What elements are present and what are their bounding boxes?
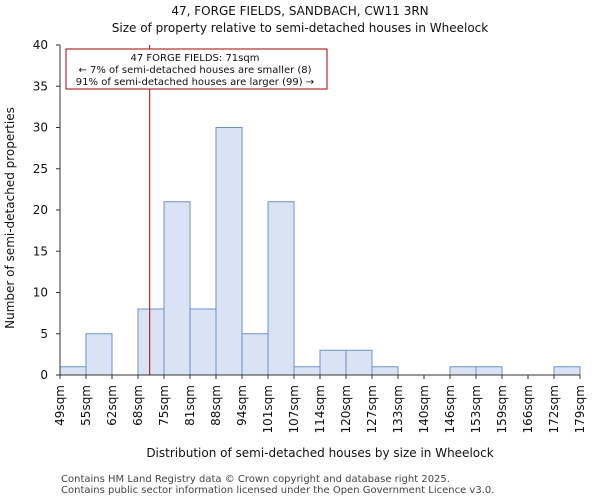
x-tick-label-127sqm: 127sqm xyxy=(365,385,379,433)
x-tick-label-107sqm: 107sqm xyxy=(287,385,301,433)
x-tick-label-179sqm: 179sqm xyxy=(573,385,587,433)
bar-68sqm xyxy=(137,308,165,376)
bar-75sqm xyxy=(163,201,191,376)
bar-94sqm xyxy=(241,333,269,376)
bar-107sqm xyxy=(293,366,321,376)
bar-114sqm xyxy=(319,349,347,376)
annotation-line-2: ← 7% of semi-detached houses are smaller… xyxy=(78,65,311,76)
y-tick-label-25: 25 xyxy=(33,162,48,176)
footer-credit-1: Contains HM Land Registry data © Crown c… xyxy=(61,474,450,485)
x-tick-label-153sqm: 153sqm xyxy=(469,385,483,433)
y-tick-label-20: 20 xyxy=(33,203,48,217)
bar-127sqm xyxy=(371,366,399,376)
x-tick-label-49sqm: 49sqm xyxy=(53,385,67,426)
x-tick-label-146sqm: 146sqm xyxy=(443,385,457,433)
x-tick-label-55sqm: 55sqm xyxy=(79,385,93,426)
bar-88sqm xyxy=(215,127,243,376)
annotation-box xyxy=(65,48,328,90)
x-tick-label-133sqm: 133sqm xyxy=(391,385,405,433)
chart-subtitle: Size of property relative to semi-detach… xyxy=(112,21,489,35)
y-tick-label-15: 15 xyxy=(33,244,48,258)
x-tick-label-114sqm: 114sqm xyxy=(313,385,327,433)
y-tick-label-0: 0 xyxy=(40,368,48,382)
x-tick-label-101sqm: 101sqm xyxy=(261,385,275,433)
x-tick-label-68sqm: 68sqm xyxy=(131,385,145,426)
annotation-line-3: 91% of semi-detached houses are larger (… xyxy=(76,77,314,88)
chart-title: 47, FORGE FIELDS, SANDBACH, CW11 3RN xyxy=(171,4,428,18)
bar-120sqm xyxy=(345,349,373,376)
bar-146sqm xyxy=(449,366,477,376)
x-tick-label-159sqm: 159sqm xyxy=(495,385,509,433)
bar-172sqm xyxy=(553,366,581,376)
y-axis-label: Number of semi-detached properties xyxy=(3,107,17,329)
x-tick-label-75sqm: 75sqm xyxy=(157,385,171,426)
x-tick-label-166sqm: 166sqm xyxy=(521,385,535,433)
bar-55sqm xyxy=(85,333,113,376)
x-tick-label-172sqm: 172sqm xyxy=(547,385,561,433)
x-tick-label-62sqm: 62sqm xyxy=(105,385,119,426)
bar-49sqm xyxy=(59,366,87,376)
x-tick-label-88sqm: 88sqm xyxy=(209,385,223,426)
bar-81sqm xyxy=(189,308,217,376)
x-axis-label: Distribution of semi-detached houses by … xyxy=(146,446,493,460)
x-tick-label-120sqm: 120sqm xyxy=(339,385,353,433)
x-tick-label-81sqm: 81sqm xyxy=(183,385,197,426)
annotation-line-1: 47 FORGE FIELDS: 71sqm xyxy=(131,53,260,64)
y-tick-label-10: 10 xyxy=(33,286,48,300)
plot-area: 0 5 10 15 20 25 30 35 40 49sqm 55sqm 62sqm 68sqm 75sq… xyxy=(33,38,587,433)
y-tick-label-5: 5 xyxy=(40,327,48,341)
x-tick-label-94sqm: 94sqm xyxy=(235,385,249,426)
y-tick-label-35: 35 xyxy=(33,79,48,93)
y-tick-label-40: 40 xyxy=(33,38,48,52)
bar-101sqm xyxy=(267,201,295,376)
footer-credit-2: Contains public sector information licen… xyxy=(61,485,495,496)
x-tick-label-140sqm: 140sqm xyxy=(417,385,431,433)
bar-153sqm xyxy=(475,366,503,376)
y-tick-label-30: 30 xyxy=(33,121,48,135)
